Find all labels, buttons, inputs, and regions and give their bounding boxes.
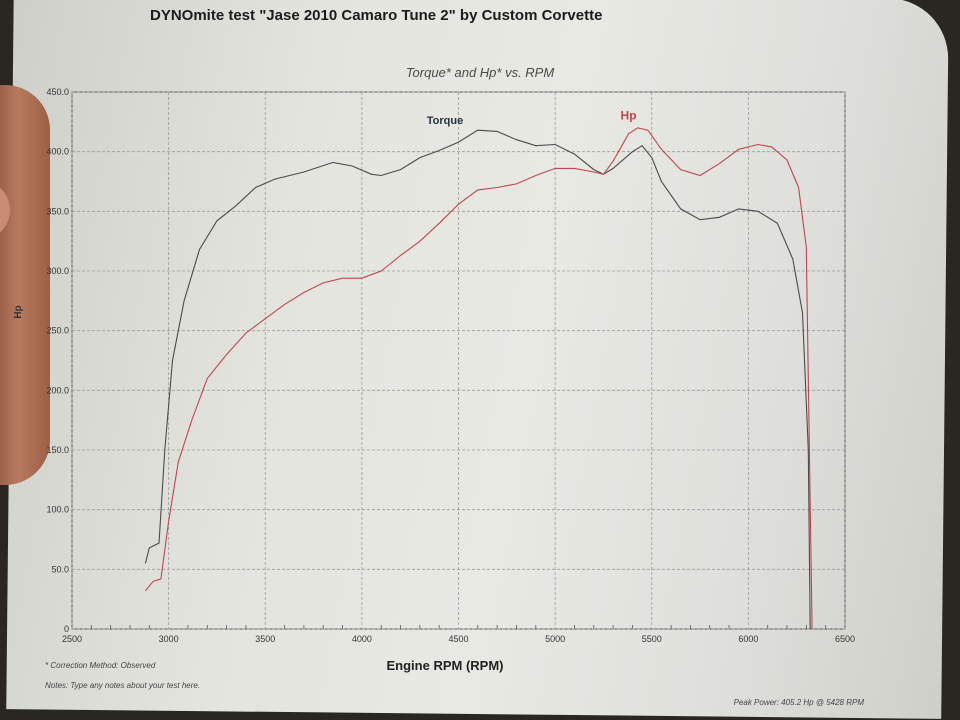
x-tick-label: 4500: [448, 634, 468, 644]
y-tick-label: 150.0: [46, 445, 69, 455]
y-axis-label: Hp: [13, 305, 24, 318]
peak-power-note: Peak Power: 405.2 Hp @ 5428 RPM: [734, 698, 865, 707]
y-tick-label: 50.0: [51, 564, 69, 574]
series-line-torque: [144, 129, 811, 630]
y-tick-label: 100.0: [46, 505, 69, 515]
torque-annotation: Torque: [427, 115, 463, 127]
y-tick-label: 200.0: [46, 385, 69, 395]
x-tick-label: 3000: [159, 634, 179, 644]
series: [144, 127, 813, 630]
x-tick-label: 6000: [738, 634, 758, 644]
x-tick-label: 5000: [545, 634, 565, 644]
y-tick-label: 400.0: [46, 147, 69, 157]
hp-annotation: Hp: [621, 108, 637, 122]
x-tick-label: 3500: [255, 634, 275, 644]
fingernail: [0, 180, 10, 240]
x-axis-label: Engine RPM (RPM): [387, 658, 504, 673]
notes-text: Notes: Type any notes about your test he…: [45, 681, 200, 690]
y-tick-label: 300.0: [46, 266, 69, 276]
y-tick-label: 450.0: [46, 87, 69, 97]
grid: [71, 91, 846, 630]
y-tick-label: 350.0: [46, 206, 69, 216]
correction-note: * Correction Method: Observed: [45, 661, 156, 670]
x-tick-label: 6500: [835, 634, 855, 644]
finger-photo-element: [0, 85, 50, 485]
y-tick-labels: 0 50.0 100.0 150.0 200.0 250.0 300.0 350.0 400.0…: [46, 87, 69, 634]
report-title: DYNOmite test "Jase 2010 Camaro Tune 2" …: [150, 7, 602, 24]
x-tick-labels: 2500 3000 3500 4000 4500 5000 5500 6000 6500: [62, 634, 855, 644]
series-line-hp: [144, 127, 813, 630]
y-tick-label: 0: [64, 624, 69, 634]
y-tick-label: 250.0: [46, 326, 69, 336]
x-tick-label: 2500: [62, 634, 82, 644]
x-tick-label: 4000: [352, 634, 372, 644]
x-tick-label: 5500: [642, 634, 662, 644]
chart-title: Torque* and Hp* vs. RPM: [406, 65, 555, 80]
